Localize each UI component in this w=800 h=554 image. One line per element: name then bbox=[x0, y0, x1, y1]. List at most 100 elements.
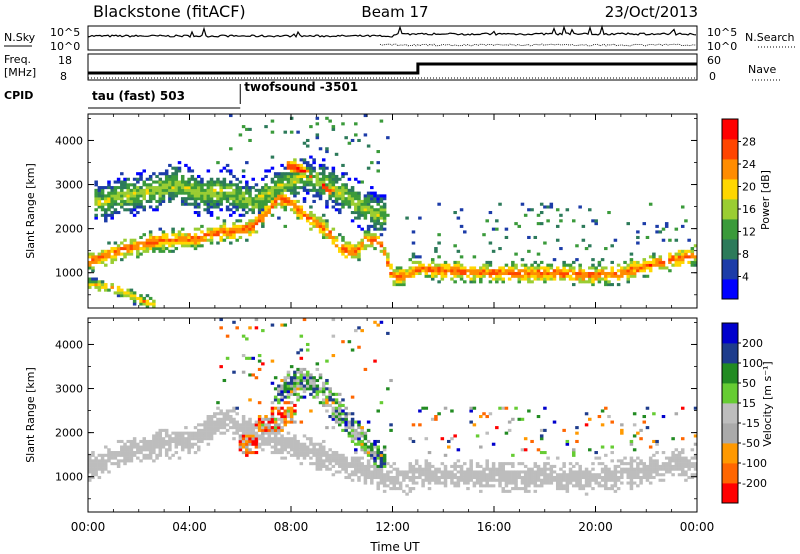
heatmap-cell bbox=[177, 238, 182, 242]
heatmap-cell bbox=[136, 172, 140, 176]
heatmap-cell bbox=[450, 481, 454, 485]
heatmap-cell bbox=[280, 384, 284, 388]
heatmap-cell bbox=[264, 211, 268, 215]
heatmap-cell bbox=[270, 439, 275, 444]
heatmap-cell bbox=[248, 326, 252, 330]
heatmap-cell bbox=[264, 428, 268, 432]
heatmap-cell bbox=[610, 475, 614, 480]
heatmap-cell bbox=[687, 255, 691, 259]
heatmap-cell bbox=[357, 244, 361, 248]
heatmap-cell bbox=[245, 434, 249, 438]
heatmap-cell bbox=[325, 381, 329, 385]
colorbar-segment bbox=[722, 323, 738, 344]
heatmap-cell bbox=[386, 213, 390, 217]
heatmap-cell bbox=[376, 456, 380, 460]
heatmap-cell bbox=[690, 473, 695, 477]
heatmap-cell bbox=[286, 431, 291, 435]
heatmap-cell bbox=[376, 451, 380, 455]
heatmap-cell bbox=[254, 376, 259, 380]
heatmap-cell bbox=[450, 478, 454, 482]
heatmap-cell bbox=[289, 172, 294, 176]
heatmap-cell bbox=[453, 467, 457, 471]
heatmap-cell bbox=[158, 241, 163, 245]
heatmap-cell bbox=[318, 163, 323, 167]
heatmap-cell bbox=[479, 473, 483, 477]
heatmap-cell bbox=[321, 439, 326, 444]
heatmap-cell bbox=[161, 241, 166, 245]
heatmap-cell bbox=[219, 197, 223, 201]
heatmap-cell bbox=[424, 271, 429, 276]
heatmap-cell bbox=[344, 183, 348, 187]
heatmap-cell bbox=[360, 470, 364, 474]
heatmap-cell bbox=[632, 274, 637, 278]
heatmap-cell bbox=[334, 244, 339, 248]
heatmap-cell bbox=[334, 235, 339, 240]
heatmap-cell bbox=[424, 470, 429, 474]
heatmap-cell bbox=[264, 199, 268, 203]
heatmap-cell bbox=[209, 191, 214, 195]
heatmap-cell bbox=[235, 431, 239, 435]
heatmap-cell bbox=[193, 233, 198, 237]
heatmap-cell bbox=[293, 376, 297, 380]
heatmap-cell bbox=[632, 269, 637, 273]
heatmap-cell bbox=[309, 448, 313, 452]
heatmap-cell bbox=[104, 199, 108, 203]
heatmap-cell bbox=[148, 451, 153, 455]
heatmap-cell bbox=[296, 370, 300, 374]
heatmap-cell bbox=[360, 180, 364, 184]
y-tick-label: 2000 bbox=[55, 223, 83, 236]
heatmap-cell bbox=[309, 222, 313, 226]
heatmap-cell bbox=[277, 448, 281, 452]
x-tick-label: 12:00 bbox=[375, 520, 410, 534]
heatmap-cell bbox=[514, 484, 518, 488]
heatmap-cell bbox=[286, 387, 291, 391]
heatmap-cell bbox=[366, 445, 371, 449]
heatmap-cell bbox=[200, 428, 204, 432]
heatmap-cell bbox=[299, 420, 304, 424]
heatmap-cell bbox=[424, 473, 429, 477]
heatmap-cell bbox=[270, 437, 275, 441]
heatmap-cell bbox=[273, 431, 278, 435]
heatmap-cell bbox=[219, 412, 223, 416]
heatmap-cell bbox=[196, 211, 201, 215]
heatmap-cell bbox=[354, 428, 358, 432]
heatmap-cell bbox=[206, 230, 211, 234]
heatmap-cell bbox=[591, 475, 595, 480]
heatmap-cell bbox=[299, 445, 304, 449]
heatmap-cell bbox=[373, 439, 377, 444]
heatmap-cell bbox=[424, 274, 429, 278]
nsky-trace bbox=[87, 24, 697, 47]
y-tick-label: 3000 bbox=[55, 179, 83, 192]
heatmap-cell bbox=[116, 177, 121, 181]
heatmap-cell bbox=[241, 199, 246, 203]
heatmap-cell bbox=[232, 230, 236, 234]
heatmap-cell bbox=[97, 459, 102, 463]
heatmap-cell bbox=[472, 470, 477, 474]
heatmap-cell bbox=[251, 434, 255, 438]
heatmap-cell bbox=[273, 448, 278, 452]
heatmap-cell bbox=[664, 222, 669, 226]
heatmap-cell bbox=[668, 260, 672, 264]
heatmap-cell bbox=[123, 238, 127, 242]
heatmap-cell bbox=[193, 191, 198, 195]
heatmap-cell bbox=[334, 188, 339, 192]
heatmap-cell bbox=[213, 180, 217, 184]
heatmap-cell bbox=[354, 467, 358, 471]
colorbar-segment bbox=[722, 219, 738, 240]
heatmap-cell bbox=[312, 213, 316, 217]
heatmap-cell bbox=[357, 180, 361, 184]
heatmap-cell bbox=[495, 470, 499, 474]
heatmap-cell bbox=[155, 445, 159, 449]
heatmap-cell bbox=[517, 462, 522, 466]
heatmap-cell bbox=[145, 244, 150, 248]
heatmap-cell bbox=[139, 205, 143, 209]
heatmap-cell bbox=[604, 481, 608, 485]
heatmap-cell bbox=[145, 299, 150, 303]
heatmap-cell bbox=[309, 442, 313, 446]
heatmap-cell bbox=[152, 197, 156, 201]
heatmap-cell bbox=[687, 260, 691, 264]
heatmap-cell bbox=[248, 423, 252, 427]
heatmap-cell bbox=[283, 395, 288, 399]
heatmap-cell bbox=[305, 166, 310, 170]
